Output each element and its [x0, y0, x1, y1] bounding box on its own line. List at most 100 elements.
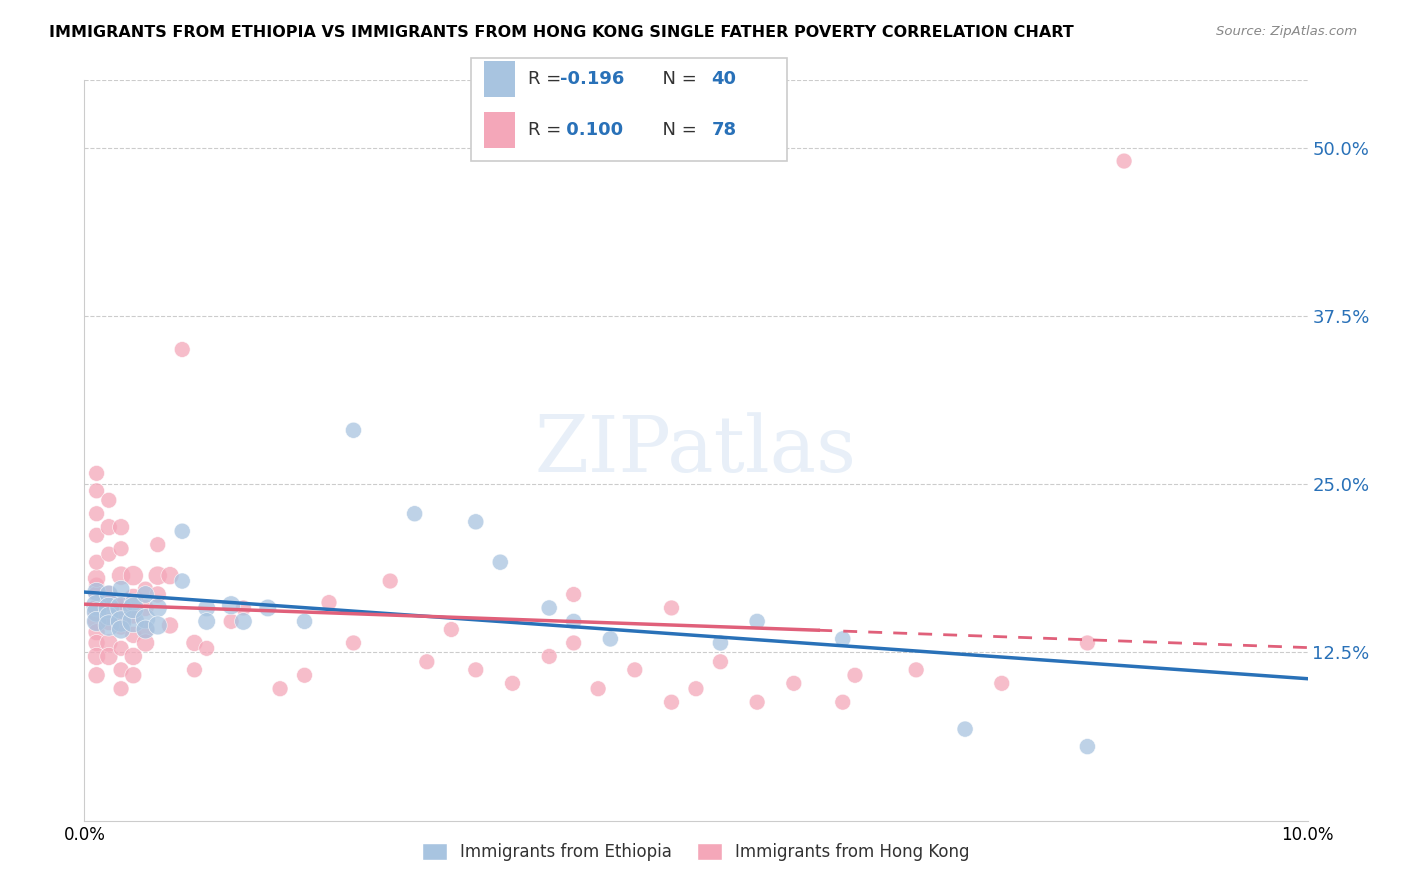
- Point: [122, 609, 145, 624]
- Point: [219, 615, 242, 629]
- Point: [86, 649, 108, 664]
- Point: [747, 615, 769, 629]
- Point: [110, 582, 132, 596]
- Point: [97, 596, 120, 610]
- Point: [661, 601, 683, 615]
- Point: [953, 722, 976, 736]
- Point: [195, 601, 218, 615]
- Point: [86, 636, 108, 650]
- Point: [294, 615, 316, 629]
- Point: [86, 483, 108, 498]
- Point: [86, 599, 108, 613]
- Point: [172, 574, 194, 588]
- Point: [232, 601, 254, 615]
- Point: [86, 615, 108, 629]
- Point: [562, 587, 585, 601]
- Point: [1114, 154, 1136, 169]
- Point: [122, 615, 145, 629]
- Point: [86, 555, 108, 569]
- Point: [905, 663, 928, 677]
- Point: [122, 591, 145, 606]
- Point: [562, 636, 585, 650]
- Point: [135, 587, 157, 601]
- Point: [294, 668, 316, 682]
- Point: [97, 618, 120, 632]
- Point: [257, 601, 280, 615]
- Point: [110, 568, 132, 582]
- Point: [464, 515, 486, 529]
- Point: [709, 655, 731, 669]
- Point: [489, 555, 512, 569]
- Point: [86, 668, 108, 682]
- Point: [464, 663, 486, 677]
- Point: [110, 541, 132, 556]
- Point: [146, 601, 169, 615]
- Point: [146, 568, 169, 582]
- Point: [97, 601, 120, 615]
- Text: Source: ZipAtlas.com: Source: ZipAtlas.com: [1216, 25, 1357, 38]
- Point: [342, 636, 364, 650]
- Point: [86, 467, 108, 481]
- Point: [86, 587, 108, 601]
- Point: [831, 632, 853, 646]
- Point: [146, 587, 169, 601]
- Point: [538, 649, 561, 664]
- Point: [599, 632, 621, 646]
- Point: [110, 596, 132, 610]
- Point: [538, 601, 561, 615]
- Point: [97, 615, 120, 629]
- Point: [97, 587, 120, 601]
- FancyBboxPatch shape: [484, 61, 516, 97]
- Text: -0.196: -0.196: [560, 70, 624, 88]
- Point: [97, 587, 120, 601]
- Point: [342, 423, 364, 437]
- Text: ZIPatlas: ZIPatlas: [534, 413, 858, 488]
- Point: [135, 636, 157, 650]
- Text: 78: 78: [711, 121, 737, 139]
- Point: [86, 605, 108, 619]
- Point: [159, 568, 181, 582]
- Point: [110, 520, 132, 534]
- Point: [502, 676, 524, 690]
- Point: [110, 623, 132, 637]
- Text: 40: 40: [711, 70, 737, 88]
- Text: IMMIGRANTS FROM ETHIOPIA VS IMMIGRANTS FROM HONG KONG SINGLE FATHER POVERTY CORR: IMMIGRANTS FROM ETHIOPIA VS IMMIGRANTS F…: [49, 25, 1074, 40]
- Point: [172, 343, 194, 357]
- Point: [86, 528, 108, 542]
- Point: [110, 681, 132, 696]
- Point: [586, 681, 609, 696]
- Point: [86, 578, 108, 592]
- Point: [685, 681, 707, 696]
- Point: [97, 609, 120, 624]
- Point: [135, 623, 157, 637]
- Point: [219, 599, 242, 613]
- Point: [318, 596, 340, 610]
- Point: [380, 574, 402, 588]
- Point: [135, 601, 157, 615]
- Point: [195, 641, 218, 656]
- Point: [404, 507, 426, 521]
- Point: [183, 636, 205, 650]
- Point: [122, 568, 145, 582]
- Point: [122, 601, 145, 615]
- Point: [97, 649, 120, 664]
- Point: [195, 615, 218, 629]
- Point: [135, 623, 157, 637]
- Point: [122, 628, 145, 642]
- Point: [86, 605, 108, 619]
- Text: N =: N =: [651, 70, 703, 88]
- Point: [783, 676, 806, 690]
- Point: [110, 601, 132, 615]
- Point: [562, 615, 585, 629]
- Point: [269, 681, 291, 696]
- Point: [86, 584, 108, 599]
- Point: [86, 571, 108, 585]
- Point: [86, 601, 108, 615]
- Point: [97, 493, 120, 508]
- Legend: Immigrants from Ethiopia, Immigrants from Hong Kong: Immigrants from Ethiopia, Immigrants fro…: [415, 837, 977, 868]
- FancyBboxPatch shape: [471, 58, 787, 161]
- Point: [232, 615, 254, 629]
- Point: [110, 641, 132, 656]
- Point: [110, 663, 132, 677]
- Point: [183, 663, 205, 677]
